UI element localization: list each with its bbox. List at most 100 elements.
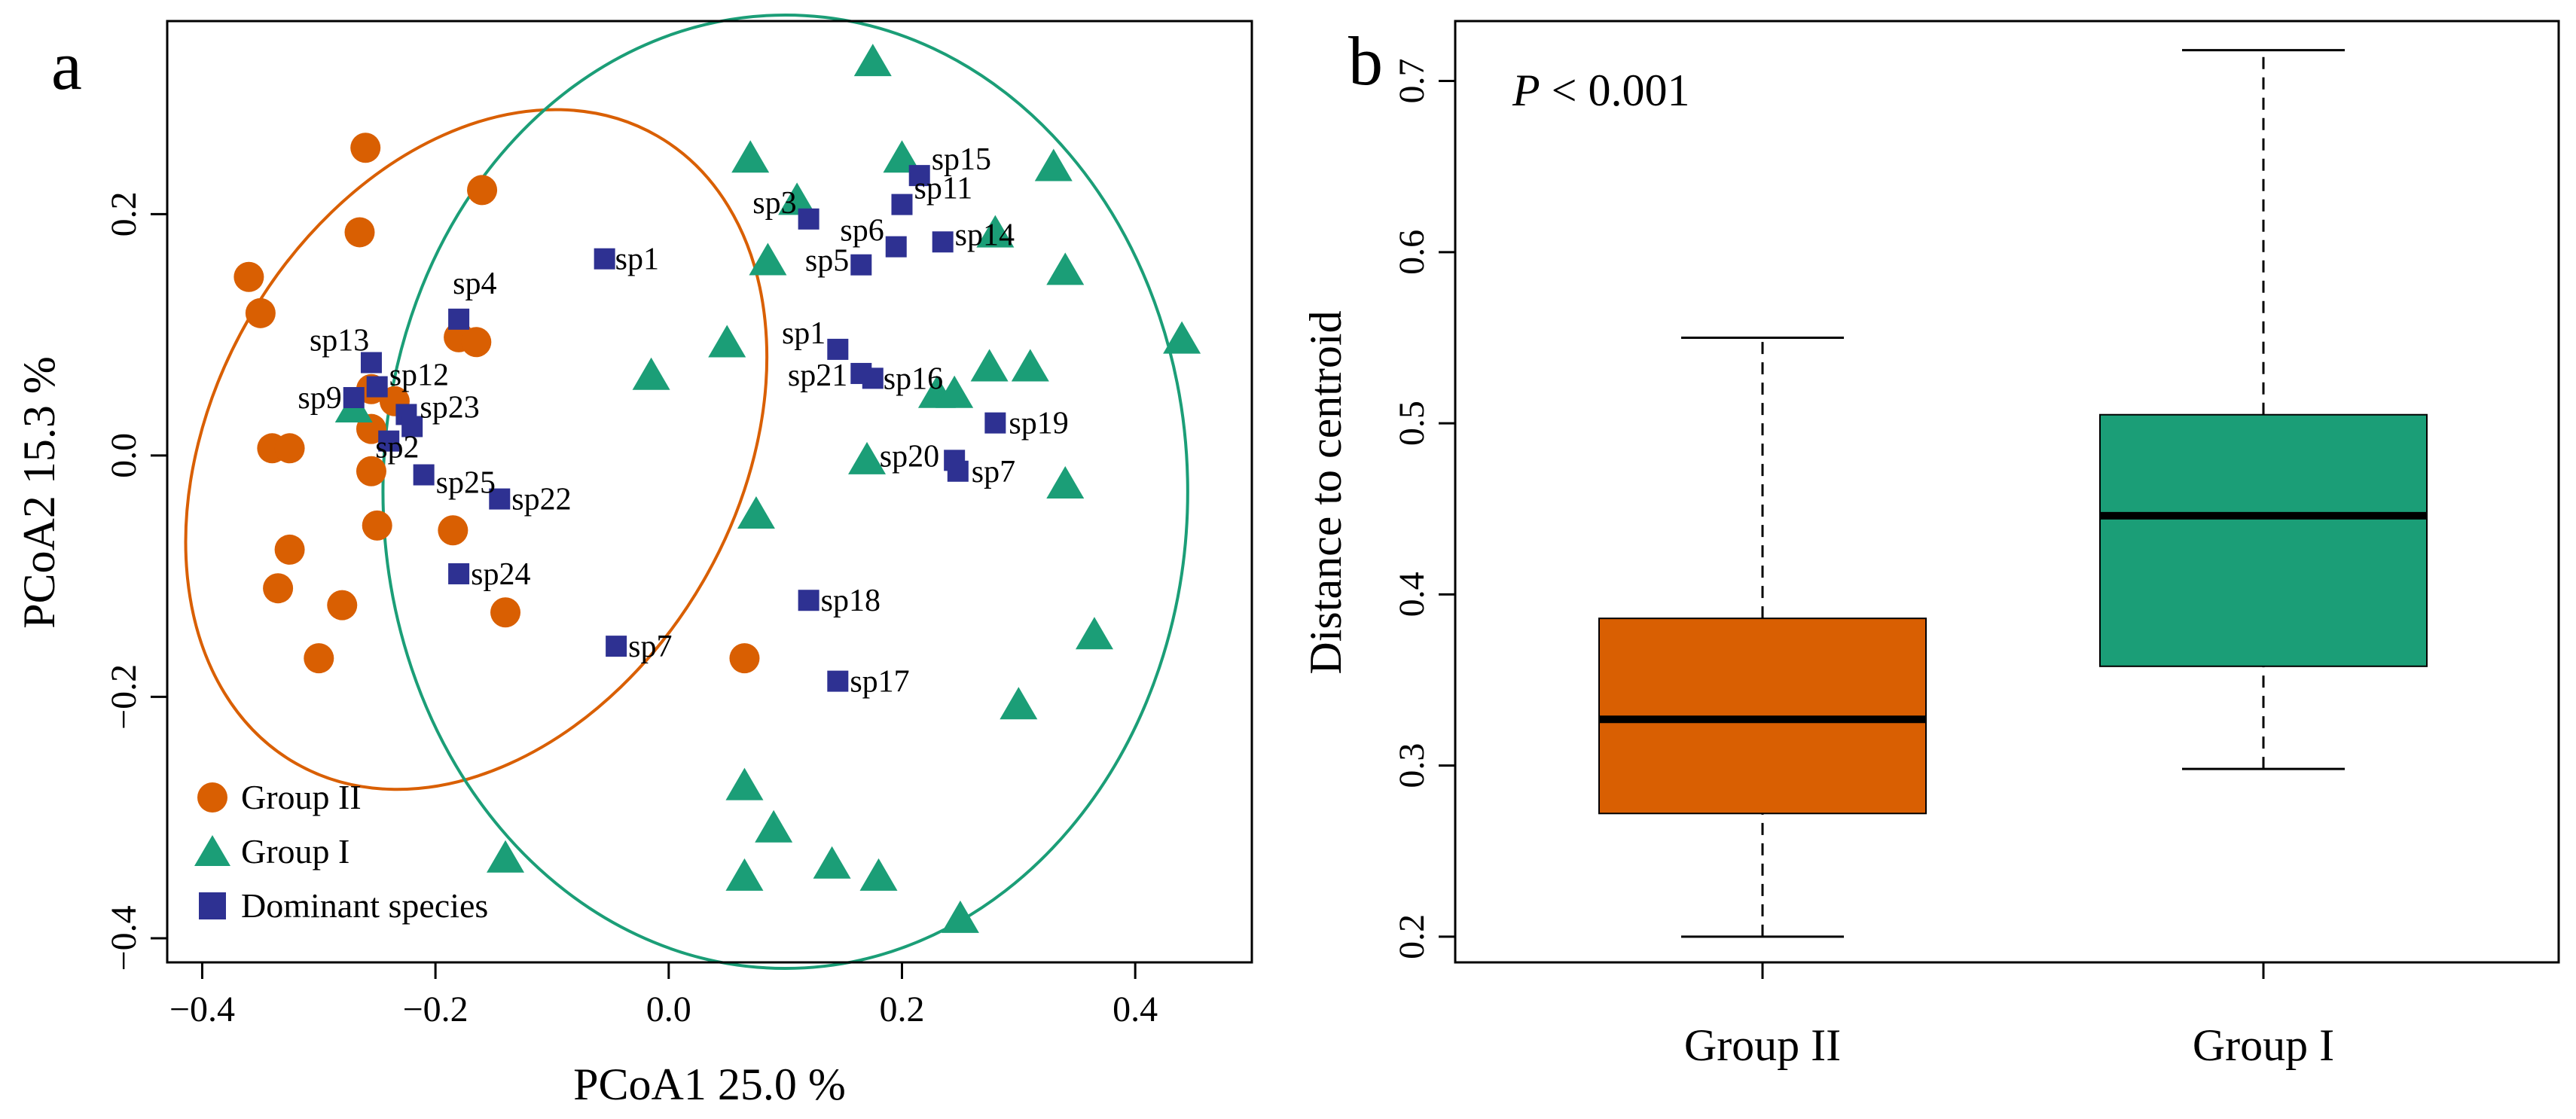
dominant-species-point (862, 367, 884, 389)
dominant-species-point (850, 254, 872, 276)
species-label: sp18 (821, 584, 881, 618)
group-i-point (976, 215, 1015, 248)
group-i-point (708, 325, 746, 358)
species-label: sp11 (914, 172, 972, 206)
group-i-point (755, 810, 793, 843)
y-tick-label: 0.4 (1392, 572, 1432, 617)
panel-b: b 0.2 0.3 0.4 0.5 0.6 0.7 Group II Group I P < … (1301, 20, 2560, 1070)
group-i-point (859, 858, 898, 891)
dominant-species-point (891, 194, 913, 215)
group-ii-point (344, 217, 375, 248)
y-tick-label: −0.2 (104, 664, 144, 730)
group-i-point (1075, 617, 1113, 650)
panel-a-axes: −0.4 −0.2 0.0 0.2 0.4 −0.4 −0.2 0.0 0.2 (104, 191, 1158, 1029)
species-label: sp25 (436, 466, 496, 501)
dominant-species-point (885, 236, 907, 258)
group-ii-point (263, 573, 294, 604)
y-tick-label: 0.3 (1392, 743, 1432, 788)
group-i-point (632, 357, 670, 390)
group-i-point (731, 140, 770, 173)
dominant-species-point (489, 488, 511, 510)
panel-a-frame (166, 20, 1253, 964)
species-label: sp16 (884, 361, 943, 396)
species-label: sp3 (752, 186, 796, 221)
group-ii-point (467, 175, 498, 206)
panel-b-frame (1454, 20, 2560, 964)
species-label: sp19 (1009, 407, 1068, 441)
group-i-point (883, 140, 921, 173)
species-label: sp4 (453, 267, 496, 301)
group-i-point (935, 375, 974, 408)
group-ii-point (245, 297, 276, 328)
ellipse-group-i (381, 13, 1189, 971)
group-ii-point (356, 456, 386, 486)
dominant-species-point (360, 352, 382, 374)
panel-b-boxes (1598, 49, 2428, 938)
dominant-species-point (343, 387, 365, 408)
y-tick-label: 0.5 (1392, 401, 1432, 446)
legend-triangle-marker (194, 835, 230, 866)
panel-a-label: a (51, 27, 82, 104)
species-label: sp17 (850, 665, 909, 700)
dominant-species-point (798, 590, 819, 611)
panel-b-y-axis-title: Distance to centroid (1301, 310, 1351, 674)
box-group-i (2099, 413, 2428, 667)
dominant-species-point (908, 165, 930, 187)
dominant-species-point (413, 464, 435, 486)
species-label: sp15 (932, 142, 991, 177)
group-i-point (737, 496, 775, 529)
x-tick-label: −0.4 (169, 989, 235, 1029)
legend-group-ii-label: Group II (241, 778, 362, 816)
dominant-species-point (798, 208, 819, 230)
dominant-species-point (827, 670, 849, 692)
legend-circle-marker (197, 782, 227, 813)
group-ii-point (461, 327, 492, 358)
group-i-point (970, 349, 1009, 382)
group-i-point (813, 846, 851, 879)
y-tick-label: 0.7 (1392, 59, 1432, 104)
dominant-species-point (594, 248, 615, 270)
species-label: sp21 (788, 358, 847, 393)
group-i-point (725, 858, 764, 891)
species-label: sp12 (389, 358, 449, 393)
species-label: sp23 (420, 390, 479, 425)
group-i-point (749, 242, 787, 276)
group-i-point (848, 441, 887, 474)
y-tick-label: −0.4 (104, 905, 144, 971)
species-label: sp20 (880, 439, 939, 474)
species-label: sp24 (471, 557, 530, 592)
species-label: sp1 (782, 316, 826, 351)
group-i-point (1011, 349, 1049, 382)
group-ii-point (362, 510, 392, 541)
species-label: sp9 (298, 381, 341, 416)
group-i-point (941, 900, 979, 933)
group-i-point (853, 44, 892, 77)
species-label: sp13 (310, 324, 369, 358)
x-category-label: Group II (1684, 1020, 1841, 1070)
legend-dominant-species-label: Dominant species (241, 886, 488, 925)
group-i-point (1034, 148, 1073, 181)
p-value-annotation: P < 0.001 (1512, 66, 1690, 115)
group-ii-point (438, 515, 469, 546)
group-ii-point (327, 590, 358, 620)
group-ii-point (490, 597, 521, 628)
x-tick-label: 0.4 (1113, 989, 1158, 1029)
x-tick-label: 0.0 (646, 989, 691, 1029)
y-tick-label: 0.6 (1392, 230, 1432, 275)
group-i-point (1046, 465, 1085, 499)
y-tick-label: 0.2 (104, 191, 144, 236)
group-i-point (1163, 321, 1201, 354)
dominant-species-point (932, 231, 954, 253)
y-tick-label: 0.0 (104, 433, 144, 478)
species-label: sp7 (628, 630, 672, 664)
species-label: sp6 (840, 214, 884, 248)
dominant-species-point (606, 636, 627, 657)
species-label: sp1 (615, 242, 659, 277)
species-label: sp2 (375, 431, 419, 465)
group-ii-point (304, 643, 334, 674)
group-ii-point (233, 261, 264, 292)
group-i-point (1046, 252, 1085, 285)
